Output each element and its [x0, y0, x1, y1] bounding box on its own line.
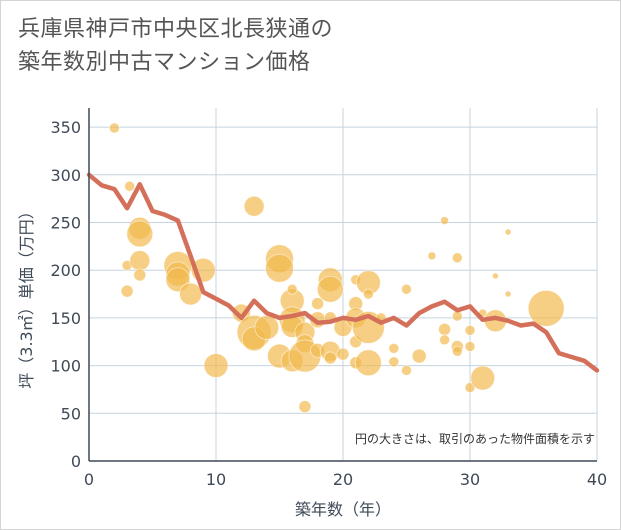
y-axis-title: 坪（3.3㎡）単価（万円）	[17, 203, 36, 388]
data-bubble	[439, 334, 451, 346]
data-bubble	[311, 297, 325, 310]
grid	[88, 108, 598, 462]
x-tick-label: 40	[587, 470, 607, 489]
x-tick-label: 30	[460, 470, 480, 489]
data-bubble	[120, 284, 134, 298]
data-bubble	[411, 348, 427, 364]
chart-title-line1: 兵庫県神戸市中央区北長狭通の	[18, 17, 334, 42]
data-bubble	[298, 400, 312, 414]
x-tick-label: 20	[333, 470, 353, 489]
chart-note: 円の大きさは、取引のあった物件面積を示す	[355, 431, 595, 446]
data-bubble	[126, 220, 154, 248]
y-tick-label: 50	[61, 404, 81, 423]
data-bubble	[129, 250, 151, 272]
data-bubble	[388, 356, 400, 368]
data-bubble	[491, 272, 499, 280]
data-bubble	[133, 268, 147, 282]
data-bubble	[427, 251, 437, 261]
data-bubble	[504, 228, 512, 236]
data-bubble	[464, 341, 476, 352]
data-bubble	[527, 289, 565, 327]
data-bubble	[109, 122, 120, 134]
data-bubble	[388, 343, 400, 354]
y-tick-label: 150	[50, 309, 81, 328]
chart-title-line2: 築年数別中古マンション価格	[18, 50, 311, 75]
data-bubble	[265, 253, 294, 283]
average-price-line	[86, 172, 600, 373]
data-bubble	[243, 195, 265, 217]
data-bubble	[124, 180, 136, 192]
data-bubble	[401, 364, 412, 376]
data-bubble	[464, 324, 476, 336]
data-bubble	[354, 349, 382, 377]
data-bubble	[440, 216, 450, 225]
y-tick-label: 200	[50, 261, 81, 280]
x-axis-title: 築年数（年）	[295, 500, 391, 519]
average-line-series	[86, 172, 600, 373]
data-bubble	[179, 282, 203, 306]
data-bubble	[451, 345, 463, 357]
data-bubble	[286, 283, 298, 295]
x-tick-label: 0	[84, 470, 94, 489]
data-bubble	[401, 283, 412, 295]
data-bubble	[470, 365, 496, 391]
chart-title: 兵庫県神戸市中央区北長狭通の 築年数別中古マンション価格	[18, 13, 333, 79]
bubble-series	[109, 122, 565, 414]
axes: 0 50 100 150 200 250 300 350 0 10 20 30 40	[50, 108, 607, 489]
data-bubble	[438, 322, 452, 336]
y-tick-label: 250	[50, 213, 81, 232]
data-bubble	[316, 275, 344, 303]
y-tick-label: 300	[50, 166, 81, 185]
data-bubble	[362, 288, 374, 300]
data-bubble	[504, 290, 512, 298]
data-bubble	[254, 315, 280, 340]
data-bubble	[203, 353, 229, 378]
y-tick-label: 0	[71, 452, 81, 471]
y-tick-label: 350	[50, 118, 81, 137]
x-tick-label: 10	[206, 470, 226, 489]
data-bubble	[323, 351, 337, 365]
data-bubble	[451, 252, 463, 264]
y-tick-label: 100	[50, 357, 81, 376]
data-bubble	[336, 347, 350, 361]
